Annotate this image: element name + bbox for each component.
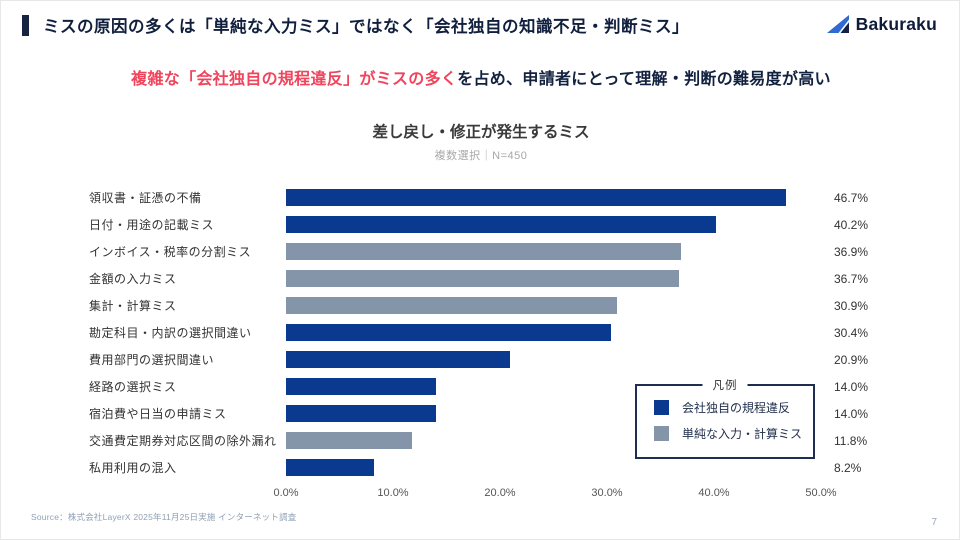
chart-row: 日付・用途の記載ミス 40.2% bbox=[89, 211, 879, 238]
x-tick-label: 0.0% bbox=[273, 487, 299, 499]
chart-note: 複数選択｜N=450 bbox=[434, 150, 528, 162]
bar-track bbox=[286, 243, 821, 260]
x-tick-label: 40.0% bbox=[698, 487, 730, 499]
category-label: インボイス・税率の分割ミス bbox=[89, 245, 252, 259]
chart-row: 金額の入力ミス 36.7% bbox=[89, 265, 879, 292]
legend-item-simple-mistake: 単純な入力・計算ミス bbox=[654, 425, 813, 442]
slide-title: ミスの原因の多くは「単純な入力ミス」ではなく「会社独自の知識不足・判断ミス」 bbox=[43, 18, 689, 36]
bar-track bbox=[286, 297, 821, 314]
value-label: 8.2% bbox=[834, 460, 862, 475]
bar-track bbox=[286, 324, 821, 341]
bakuraku-logo-text: Bakuraku bbox=[855, 14, 937, 34]
bar bbox=[286, 351, 510, 368]
value-label: 36.9% bbox=[834, 244, 869, 259]
bar-track bbox=[286, 351, 821, 368]
chart-row: 集計・計算ミス 30.9% bbox=[89, 292, 879, 319]
chart-row: 交通費定期券対応区間の除外漏れ 11.8% bbox=[89, 427, 879, 454]
x-tick-label: 20.0% bbox=[484, 487, 516, 499]
subheadline-highlight: 複雑な「会社独自の規程違反」がミスの多く bbox=[131, 71, 458, 88]
subheadline: 複雑な「会社独自の規程違反」がミスの多くを占め、申請者にとって理解・判断の難易度… bbox=[1, 65, 960, 89]
category-label: 費用部門の選択間違い bbox=[89, 353, 215, 367]
legend-box: 凡例 会社独自の規程違反 単純な入力・計算ミス bbox=[635, 377, 815, 459]
chart-row: 私用利用の混入 8.2% bbox=[89, 454, 879, 481]
category-label: 私用利用の混入 bbox=[89, 461, 177, 475]
bar-chart: 領収書・証憑の不備 46.7% 日付・用途の記載ミス 40.2% インボイス・税率の分割… bbox=[89, 184, 879, 503]
bar-track bbox=[286, 189, 821, 206]
value-label: 36.7% bbox=[834, 271, 869, 286]
value-label: 14.0% bbox=[834, 379, 869, 394]
source-note: Source：株式会社LayerX 2025年11月25日実施 インターネット調… bbox=[31, 512, 297, 522]
value-label: 30.9% bbox=[834, 298, 869, 313]
category-label: 集計・計算ミス bbox=[89, 299, 177, 313]
chart-row: 経路の選択ミス 14.0% bbox=[89, 373, 879, 400]
chart-row: 勘定科目・内訳の選択間違い 30.4% bbox=[89, 319, 879, 346]
value-label: 11.8% bbox=[834, 433, 868, 448]
bar bbox=[286, 459, 374, 476]
legend-item-rule-violation: 会社独自の規程違反 bbox=[654, 399, 813, 416]
bakuraku-logo-icon bbox=[826, 15, 851, 34]
legend-label: 単純な入力・計算ミス bbox=[682, 427, 803, 441]
bar bbox=[286, 324, 612, 341]
subheadline-rest: を占め、申請者にとって理解・判断の難易度が高い bbox=[457, 71, 831, 88]
value-label: 20.9% bbox=[834, 352, 869, 367]
bar-track bbox=[286, 270, 821, 287]
page-number: 7 bbox=[931, 517, 937, 528]
category-label: 経路の選択ミス bbox=[89, 380, 177, 394]
chart-rows: 領収書・証憑の不備 46.7% 日付・用途の記載ミス 40.2% インボイス・税率の分割… bbox=[89, 184, 879, 481]
bar-track bbox=[286, 378, 821, 395]
bar bbox=[286, 243, 681, 260]
x-axis: 0.0% 10.0% 20.0% 30.0% 40.0% 50.0% bbox=[273, 487, 836, 503]
legend-title: 凡例 bbox=[702, 377, 748, 393]
category-label: 領収書・証憑の不備 bbox=[89, 191, 202, 205]
bar bbox=[286, 270, 679, 287]
value-label: 30.4% bbox=[834, 325, 869, 340]
bar-track bbox=[286, 432, 821, 449]
bar-track bbox=[286, 216, 821, 233]
bar-track bbox=[286, 459, 821, 476]
category-label: 交通費定期券対応区間の除外漏れ bbox=[89, 434, 277, 448]
legend-label: 会社独自の規程違反 bbox=[682, 401, 791, 415]
value-label: 40.2% bbox=[834, 217, 869, 232]
bar bbox=[286, 216, 717, 233]
title-accent-bar bbox=[22, 15, 29, 36]
value-label: 46.7% bbox=[834, 190, 869, 205]
bar bbox=[286, 189, 786, 206]
category-label: 日付・用途の記載ミス bbox=[89, 218, 215, 232]
bar bbox=[286, 405, 436, 422]
chart-row: 領収書・証憑の不備 46.7% bbox=[89, 184, 879, 211]
bakuraku-logo: Bakuraku bbox=[826, 14, 937, 35]
chart-row: 宿泊費や日当の申請ミス 14.0% bbox=[89, 400, 879, 427]
chart-row: 費用部門の選択間違い 20.9% bbox=[89, 346, 879, 373]
chart-title: 差し戻し・修正が発生するミス bbox=[372, 124, 590, 141]
x-tick-label: 50.0% bbox=[805, 487, 837, 499]
category-label: 金額の入力ミス bbox=[89, 272, 177, 286]
legend-items: 会社独自の規程違反 単純な入力・計算ミス bbox=[637, 386, 813, 442]
bar bbox=[286, 432, 413, 449]
bar bbox=[286, 297, 617, 314]
legend-swatch-gray bbox=[654, 426, 669, 441]
x-tick-label: 10.0% bbox=[377, 487, 409, 499]
x-tick-label: 30.0% bbox=[591, 487, 623, 499]
bar bbox=[286, 378, 436, 395]
value-label: 14.0% bbox=[834, 406, 869, 421]
category-label: 勘定科目・内訳の選択間違い bbox=[89, 326, 252, 340]
chart-row: インボイス・税率の分割ミス 36.9% bbox=[89, 238, 879, 265]
category-label: 宿泊費や日当の申請ミス bbox=[89, 407, 227, 421]
legend-swatch-navy bbox=[654, 400, 669, 415]
bar-track bbox=[286, 405, 821, 422]
